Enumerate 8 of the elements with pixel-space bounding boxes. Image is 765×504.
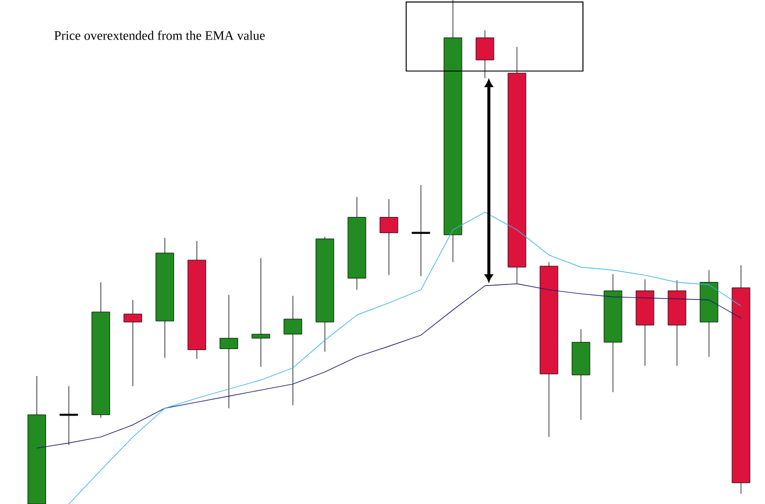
candlestick	[252, 258, 270, 368]
candlestick	[124, 300, 142, 386]
annotation: Price overextended from the EMA value	[54, 30, 265, 40]
candlestick	[284, 296, 302, 406]
candlestick	[220, 294, 238, 409]
candlestick	[60, 386, 78, 446]
candlestick	[380, 198, 398, 276]
candlestick	[412, 184, 430, 276]
